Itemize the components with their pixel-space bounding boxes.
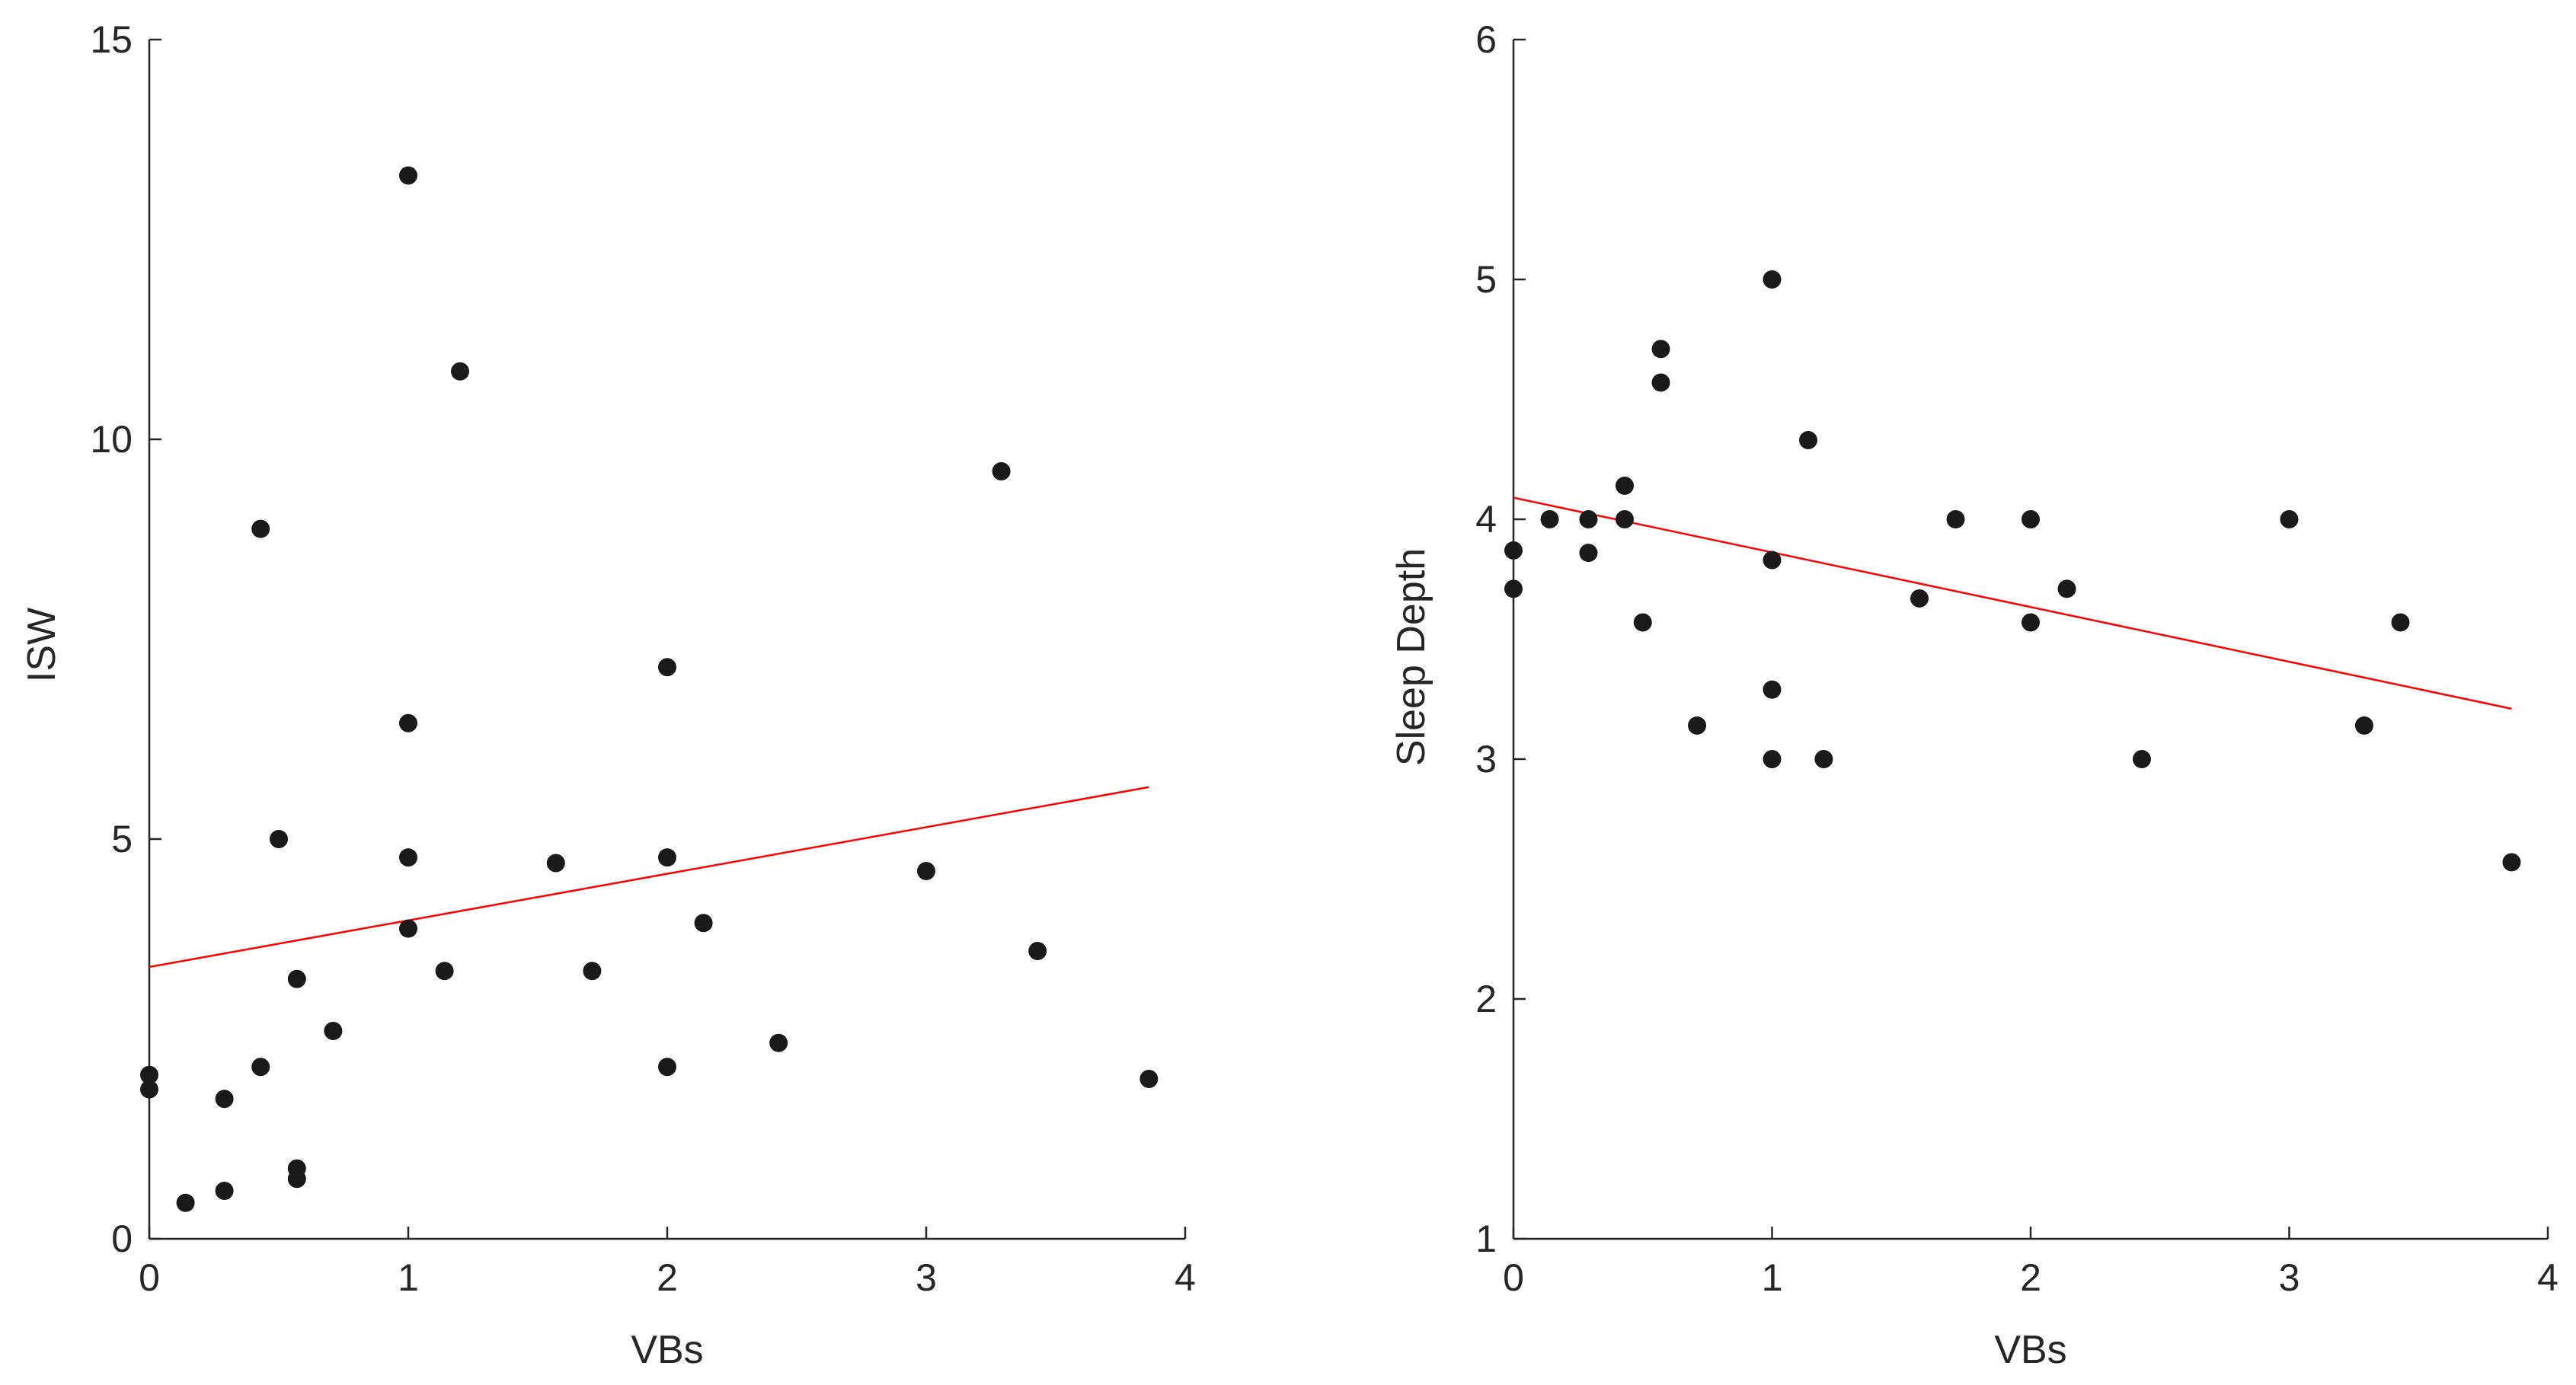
data-point (1615, 476, 1634, 495)
x-tick-label: 0 (1503, 1256, 1524, 1299)
data-point (2502, 853, 2521, 872)
data-point (215, 1090, 234, 1109)
data-point (1651, 373, 1670, 392)
data-point (176, 1193, 195, 1212)
axes-isw: 0 1 2 3 4 0 5 10 15 (90, 18, 1196, 1299)
y-tick-label: 2 (1475, 978, 1497, 1020)
data-point (2391, 613, 2410, 632)
data-point (2021, 510, 2040, 528)
x-tick-label: 0 (139, 1256, 160, 1299)
data-point (1540, 510, 1559, 528)
data-point (1615, 510, 1634, 528)
data-point (658, 848, 676, 867)
data-point (917, 862, 935, 880)
points-isw (140, 166, 1159, 1212)
x-tick-label: 4 (2537, 1256, 2558, 1299)
data-point (1139, 1070, 1159, 1088)
y-axis-label: Sleep Depth (1389, 548, 1433, 766)
x-tick-label: 2 (2020, 1256, 2041, 1299)
data-point (140, 1065, 158, 1084)
data-point (1579, 544, 1598, 563)
data-point (451, 362, 469, 381)
data-point (1504, 579, 1523, 598)
x-tick-label: 3 (2279, 1256, 2300, 1299)
data-point (1763, 680, 1782, 699)
data-point (992, 462, 1011, 480)
data-point (1688, 716, 1707, 735)
data-point (583, 962, 602, 981)
y-tick-label: 3 (1475, 738, 1497, 780)
y-tick-label: 4 (1475, 498, 1497, 541)
x-tick-label: 1 (398, 1256, 419, 1299)
data-point (324, 1022, 343, 1040)
chart-isw-vs-vbs: 0 1 2 3 4 0 5 10 15 VBs ISW (20, 18, 1196, 1372)
data-point (399, 166, 417, 185)
data-point (2132, 750, 2151, 768)
data-point (1910, 589, 1929, 608)
x-axis-label: VBs (1994, 1328, 2066, 1372)
x-tick-label: 1 (1762, 1256, 1783, 1299)
data-point (2280, 510, 2299, 528)
data-point (1814, 750, 1833, 768)
data-point (658, 1058, 676, 1077)
data-point (1028, 942, 1047, 960)
data-point (435, 962, 454, 981)
regression-line (149, 786, 1149, 969)
data-point (399, 919, 417, 938)
y-tick-label: 10 (90, 418, 133, 461)
data-point (399, 713, 417, 732)
y-tick-label: 0 (111, 1217, 133, 1260)
y-tick-label: 1 (1475, 1217, 1497, 1260)
data-point (658, 658, 676, 677)
x-tick-label: 2 (657, 1256, 678, 1299)
fit-line-sleep-depth (1513, 496, 2512, 710)
data-point (140, 1080, 158, 1099)
x-tick-label: 3 (916, 1256, 937, 1299)
data-point (287, 1159, 306, 1178)
data-point (1763, 750, 1782, 768)
data-point (1651, 340, 1670, 359)
data-point (1633, 613, 1652, 632)
data-point (769, 1033, 788, 1052)
y-axis-label: ISW (20, 608, 64, 682)
y-tick-label: 15 (90, 18, 133, 61)
data-point (399, 848, 417, 867)
data-point (270, 830, 288, 848)
data-point (1763, 550, 1782, 570)
data-point (2354, 716, 2373, 735)
regression-line (1513, 496, 2512, 710)
data-point (2057, 579, 2076, 598)
fit-line-isw (149, 786, 1149, 969)
data-point (2021, 613, 2040, 632)
data-point (1946, 510, 1965, 528)
data-point (251, 1058, 270, 1077)
data-point (215, 1182, 234, 1200)
data-point (1799, 431, 1818, 450)
data-point (1579, 510, 1598, 528)
points-sleep-depth (1504, 270, 2521, 872)
data-point (1504, 541, 1523, 560)
y-tick-label: 6 (1475, 18, 1497, 61)
data-point (287, 969, 306, 988)
y-tick-label: 5 (1475, 258, 1497, 301)
data-point (694, 914, 713, 933)
data-point (1763, 270, 1782, 289)
x-tick-label: 4 (1175, 1256, 1196, 1299)
data-point (546, 854, 565, 873)
x-axis-label: VBs (631, 1328, 703, 1372)
y-tick-label: 5 (111, 818, 133, 860)
data-point (251, 519, 270, 538)
